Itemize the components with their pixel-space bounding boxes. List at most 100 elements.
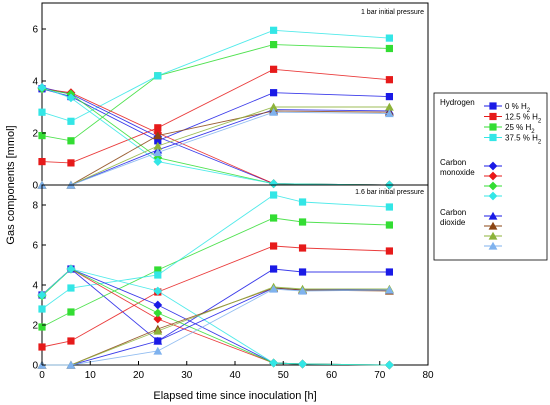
bottom-series-line-5 [41, 268, 390, 366]
bottom-data-point [153, 336, 163, 345]
legend-co-entry-marker [488, 161, 498, 171]
bottom-data-point [153, 314, 163, 324]
top-data-point [385, 44, 393, 53]
bottom-data-point [298, 198, 307, 206]
x-tick-label: 20 [133, 370, 145, 381]
legend-hydrogen-label: 25 % H2 [505, 123, 535, 135]
legend-co2-title-line2: dioxide [440, 218, 466, 227]
bottom-series-line-6 [41, 268, 390, 366]
bottom-series-line-11 [42, 288, 390, 366]
top-data-point [153, 131, 163, 140]
x-tick-label: 50 [278, 370, 290, 381]
bottom-data-point [385, 360, 394, 370]
legend-hydrogen-label: 0 % H2 [505, 102, 531, 114]
top-data-point [67, 137, 75, 145]
bottom-y-tick-label: 2 [32, 321, 38, 332]
bottom-y-tick-label: 0 [32, 361, 38, 372]
legend-hydrogen-entry-marker [489, 112, 497, 121]
bottom-data-point [153, 300, 163, 310]
y-axis-title: Gas components [mmol] [5, 125, 17, 244]
bottom-data-point [385, 221, 393, 229]
bottom-data-point [38, 305, 46, 313]
x-tick-label: 40 [229, 370, 241, 381]
top-data-point [270, 89, 278, 97]
bottom-y-tick-label: 6 [32, 241, 38, 252]
bottom-data-point [153, 326, 163, 335]
top-data-point [269, 179, 278, 189]
top-data-point [269, 102, 278, 111]
top-data-point [153, 141, 163, 150]
bottom-data-point [38, 323, 46, 331]
top-data-point [37, 83, 47, 92]
bottom-data-point [270, 265, 278, 273]
bottom-data-point [66, 264, 76, 274]
bottom-data-point [385, 268, 393, 276]
bottom-data-point [298, 218, 307, 226]
bottom-series-line-0 [41, 268, 390, 342]
bottom-data-point [37, 290, 47, 300]
bottom-series-line-3 [41, 194, 390, 310]
legend-hydrogen-entry-marker [489, 102, 497, 110]
top-data-point [38, 158, 46, 166]
bottom-data-point [298, 244, 307, 252]
bottom-series-line-2 [41, 217, 390, 328]
top-data-point [385, 34, 393, 42]
bottom-panel: 1.6 bar initial pressure 0 2 4 6 8 0 10 20 30 40… [32, 184, 434, 381]
legend-co-title-line1: Carbon [440, 158, 466, 167]
top-panel-annotation: 1 bar initial pressure [361, 9, 424, 16]
legend-hydrogen-label: 12.5 % H2 [505, 113, 542, 125]
bottom-data-point [153, 346, 163, 355]
bottom-data-point [153, 286, 163, 296]
bottom-series-line-1 [41, 245, 390, 348]
top-y-tick-label: 4 [32, 77, 38, 88]
bottom-data-point [298, 286, 307, 295]
top-data-point [67, 159, 75, 167]
top-data-point [270, 26, 278, 34]
top-data-point [385, 102, 394, 111]
legend-co-entry-marker [488, 181, 498, 191]
legend-co2-entry-marker [488, 221, 498, 230]
top-series-line-9 [42, 110, 390, 186]
bottom-data-point [298, 268, 307, 276]
legend-hydrogen-title: Hydrogen [440, 98, 475, 107]
top-data-point [385, 93, 393, 101]
bottom-data-point [270, 191, 278, 199]
legend-co2-entry-marker [488, 241, 498, 250]
bottom-series-line-7 [41, 268, 390, 366]
top-panel: 1 bar initial pressure 0 2 4 6 [32, 2, 429, 192]
bottom-data-point [67, 337, 75, 345]
top-data-point [385, 76, 393, 84]
top-series-line-3 [41, 29, 390, 122]
top-data-point [66, 93, 76, 103]
bottom-data-point [269, 284, 278, 293]
top-data-point [269, 108, 278, 116]
top-data-point [153, 157, 163, 166]
legend-hydrogen-label: 37.5 % H2 [505, 134, 542, 146]
top-y-tick-label: 0 [32, 181, 38, 192]
bottom-data-point [270, 214, 278, 222]
bottom-data-point [269, 358, 278, 368]
top-plot-frame [41, 2, 429, 186]
legend-co-entry-marker [488, 191, 498, 201]
top-series-line-10 [42, 106, 390, 186]
bottom-data-point [385, 285, 394, 294]
bottom-data-point [67, 284, 75, 292]
top-data-point [153, 148, 163, 157]
top-series-line-8 [42, 109, 390, 186]
top-data-point [385, 109, 394, 118]
legend-co2-entry-marker [488, 231, 498, 240]
x-tick-label: 60 [326, 370, 338, 381]
bottom-data-point [385, 203, 393, 211]
top-y-tick-label: 6 [32, 25, 38, 36]
bottom-data-point [66, 360, 76, 369]
top-data-point [270, 41, 278, 49]
top-data-point [154, 124, 162, 132]
legend-co-entry-marker [488, 171, 498, 181]
top-y-tick-label: 2 [32, 129, 38, 140]
top-data-point [38, 132, 46, 140]
bottom-y-tick-label: 8 [32, 201, 38, 212]
legend-hydrogen-entry-marker [489, 123, 497, 131]
bottom-data-point [38, 343, 46, 351]
bottom-data-point [270, 242, 278, 250]
